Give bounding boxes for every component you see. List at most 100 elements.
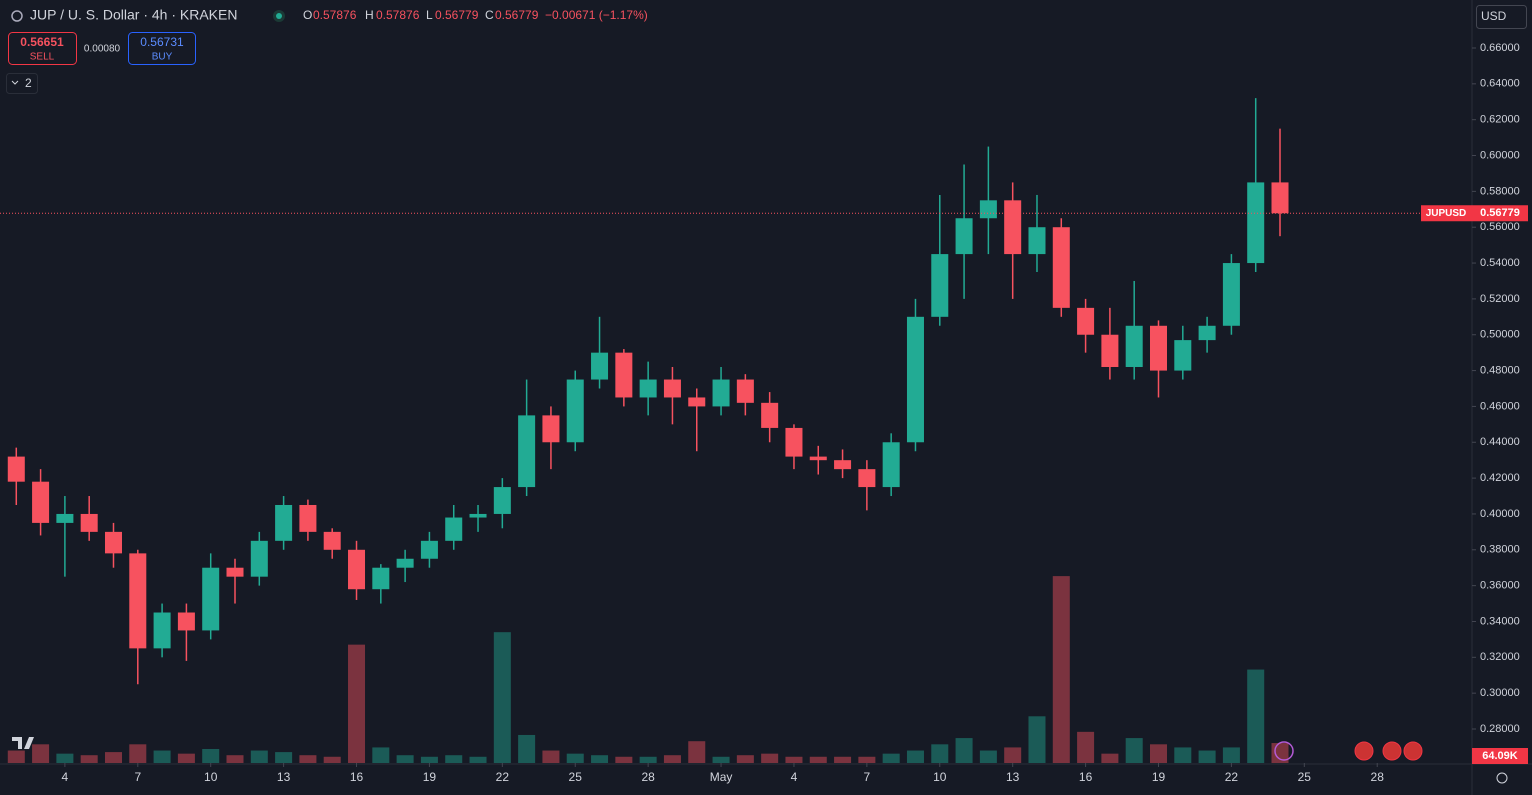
y-tick-label: 0.42000 <box>1480 472 1520 484</box>
volume-bar <box>542 750 560 763</box>
candle-body <box>688 397 706 407</box>
candle-body <box>979 200 997 219</box>
y-tick-label: 0.48000 <box>1480 364 1520 376</box>
candle-body <box>299 504 317 532</box>
sell-label[interactable]: SELL <box>30 52 55 63</box>
indicator-toggle[interactable] <box>6 73 38 94</box>
candle-body <box>177 612 195 631</box>
candle-body <box>931 254 949 317</box>
event-icon[interactable] <box>1382 741 1402 761</box>
volume-bar <box>1149 744 1168 763</box>
candle-body <box>761 402 779 428</box>
ohlc-label: L <box>426 8 433 22</box>
candle-body <box>736 379 754 403</box>
marks <box>7 98 1289 763</box>
volume-bar <box>1052 576 1070 763</box>
chart-title: JUP / U. S. Dollar · 4h · KRAKEN <box>30 7 237 23</box>
x-tick-label: 19 <box>1152 770 1166 784</box>
volume-bar <box>32 744 50 763</box>
x-tick-label: 28 <box>641 770 655 784</box>
candle-body <box>420 540 438 559</box>
settings-icon[interactable] <box>1496 772 1508 784</box>
x-tick-label: 19 <box>423 770 437 784</box>
sell-price[interactable]: 0.56651 <box>20 35 64 49</box>
y-tick-label: 0.50000 <box>1480 329 1520 341</box>
volume-bar <box>688 741 706 763</box>
spread: 0.00080 <box>84 44 121 55</box>
candle-body <box>32 481 50 523</box>
y-tick-label: 0.38000 <box>1480 544 1520 556</box>
ohlc-label: O <box>303 8 312 22</box>
candle-body <box>445 517 463 541</box>
candle-body <box>518 415 536 488</box>
volume-bar <box>663 755 681 763</box>
y-tick-label: 0.36000 <box>1480 580 1520 592</box>
x-tick-label: 22 <box>496 770 510 784</box>
volume-bar <box>1125 738 1143 763</box>
volume-bar <box>1222 747 1240 763</box>
candle-body <box>1125 325 1143 367</box>
candle-body <box>785 427 803 457</box>
candle-body <box>104 531 122 554</box>
sell-button[interactable] <box>8 32 77 65</box>
x-tick-label: May <box>710 770 733 784</box>
candle-body <box>542 415 560 443</box>
volume-bar <box>129 744 147 763</box>
candle-body <box>566 379 584 443</box>
volume-bar <box>858 756 876 763</box>
volume-bar <box>591 755 609 763</box>
x-tick-label: 4 <box>62 770 69 784</box>
volume-bar <box>372 747 390 763</box>
candle-body <box>1101 334 1119 367</box>
x-tick-label: 7 <box>134 770 141 784</box>
candle-body <box>372 567 390 590</box>
symbol-tag <box>1421 205 1472 222</box>
currency-button[interactable] <box>1476 5 1527 29</box>
ohlc-label: C <box>485 8 494 22</box>
volume-bar <box>1028 716 1046 763</box>
candle-body <box>1028 227 1046 255</box>
event-icon[interactable] <box>1403 741 1423 761</box>
x-tick-label: 25 <box>569 770 583 784</box>
volume-bar <box>226 755 244 763</box>
volume-bar <box>761 753 779 763</box>
x-tick-label: 22 <box>1225 770 1239 784</box>
ohlc-value: 0.56779 <box>495 8 539 22</box>
volume-bar <box>396 755 414 763</box>
volume-bar <box>1101 753 1119 763</box>
ohlc-value: 0.56779 <box>435 8 479 22</box>
volume-bar <box>518 734 536 763</box>
x-tick-label: 13 <box>1006 770 1020 784</box>
last-price-label: 0.56779 <box>1480 207 1520 219</box>
status-dot <box>276 13 282 19</box>
volume-bar <box>1198 750 1216 763</box>
volume-bar <box>177 753 195 763</box>
buy-price[interactable]: 0.56731 <box>140 35 184 49</box>
volume-bar <box>250 750 268 763</box>
buy-button[interactable] <box>128 32 196 65</box>
volume-bar <box>1077 731 1095 763</box>
logo <box>12 737 34 749</box>
candle-body <box>591 352 609 380</box>
volume-bar <box>1247 669 1265 763</box>
candle-body <box>7 456 25 482</box>
currency[interactable]: USD <box>1481 9 1507 23</box>
x-tick-label: 7 <box>864 770 871 784</box>
candle-body <box>809 456 827 461</box>
buy-label[interactable]: BUY <box>152 52 173 63</box>
y-tick-label: 0.34000 <box>1480 615 1520 627</box>
volume-bar <box>979 750 997 763</box>
volume-bar <box>493 632 511 763</box>
candle-body <box>1149 325 1168 371</box>
indicator-count[interactable]: 2 <box>25 76 32 90</box>
candle-body <box>882 442 900 488</box>
volume-bar <box>104 752 122 763</box>
candle-body <box>1174 340 1192 371</box>
event-icon[interactable] <box>1274 741 1294 761</box>
y-tick-label: 0.56000 <box>1480 221 1520 233</box>
y-tick-label: 0.60000 <box>1480 149 1520 161</box>
event-icon[interactable] <box>1354 741 1374 761</box>
volume-bar <box>882 753 900 763</box>
y-tick-label: 0.44000 <box>1480 436 1520 448</box>
volume-bar <box>1004 747 1022 763</box>
